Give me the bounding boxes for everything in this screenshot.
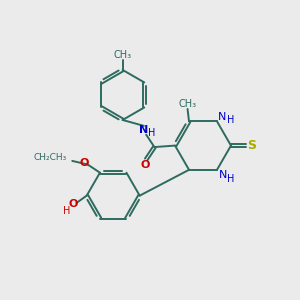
Text: CH₃: CH₃ [114, 50, 132, 60]
Text: S: S [247, 139, 256, 152]
Text: N: N [219, 170, 227, 180]
Text: CH₂CH₃: CH₂CH₃ [34, 153, 67, 162]
Text: N: N [139, 125, 148, 135]
Text: H: H [227, 174, 235, 184]
Text: H: H [148, 128, 155, 138]
Text: H: H [226, 115, 234, 125]
Text: O: O [140, 160, 149, 170]
Text: O: O [69, 200, 78, 209]
Text: CH₃: CH₃ [178, 99, 196, 109]
Text: O: O [80, 158, 89, 168]
Text: N: N [218, 112, 226, 122]
Text: H: H [63, 206, 71, 216]
